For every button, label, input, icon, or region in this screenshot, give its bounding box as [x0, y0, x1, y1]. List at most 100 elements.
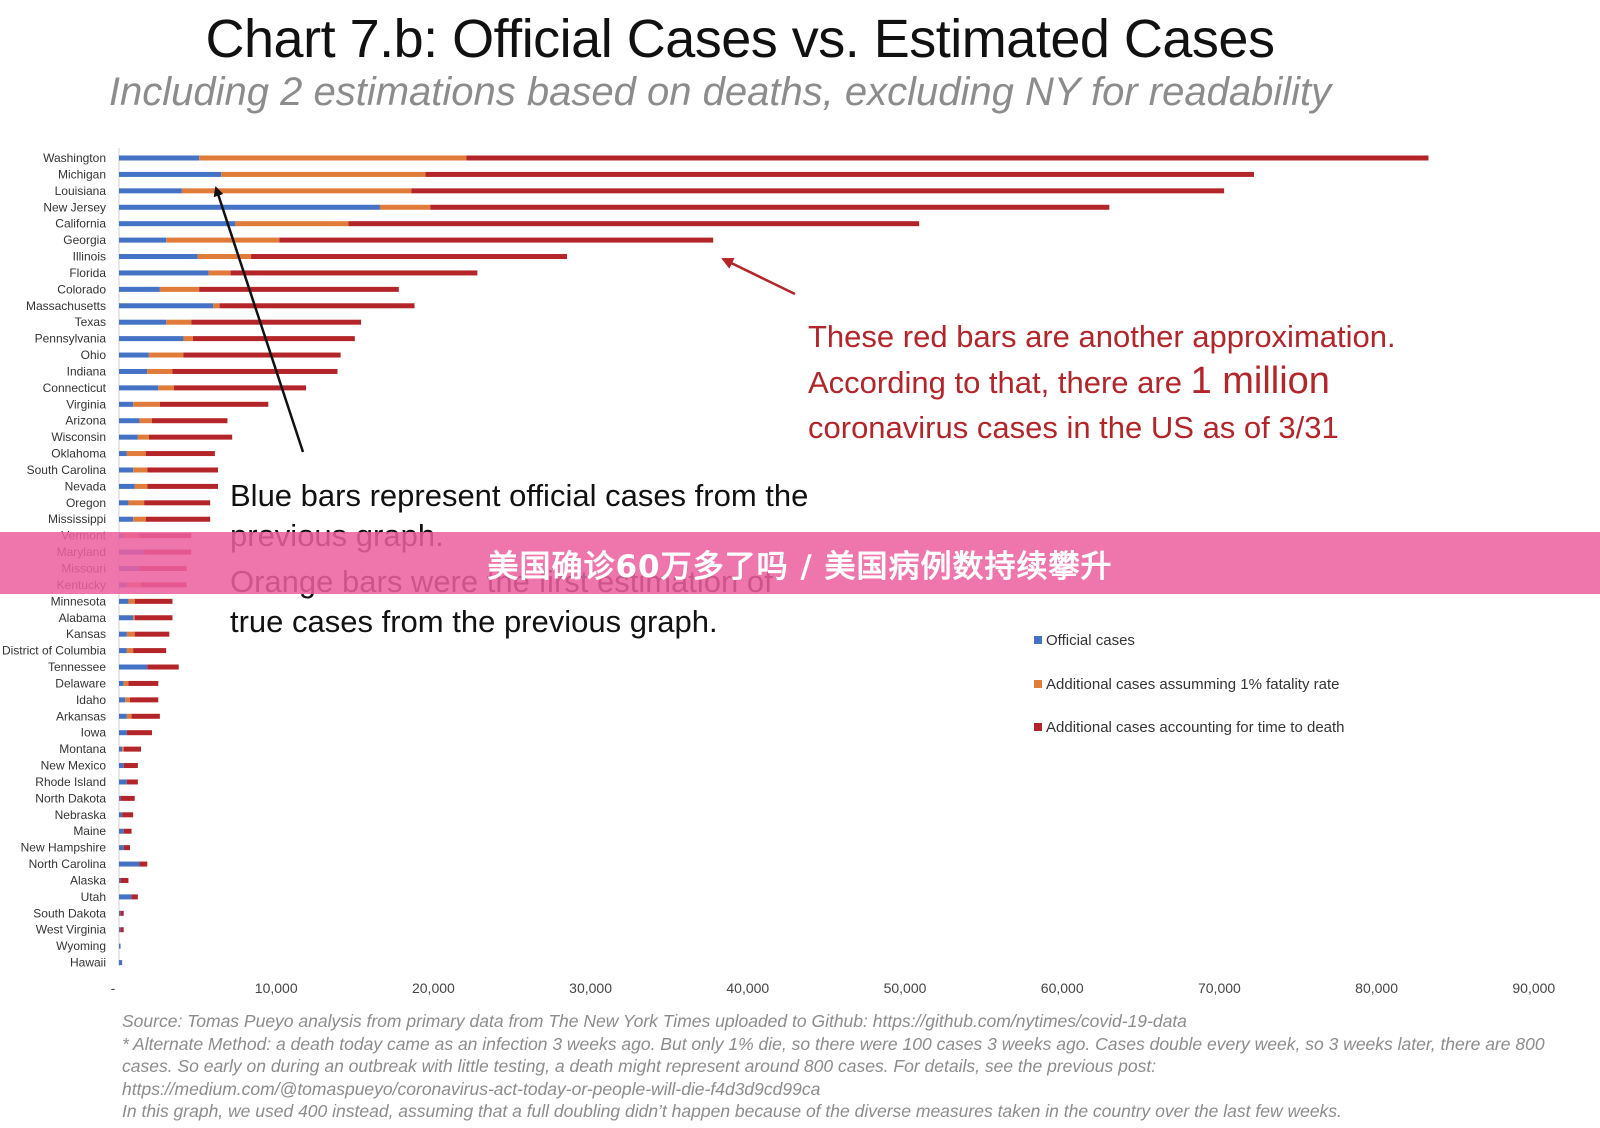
legend-swatch: [1034, 723, 1042, 731]
category-label-rhode-island: Rhode Island: [35, 775, 106, 789]
bar-south-dakota-time-to-death: [120, 910, 124, 916]
category-label-florida: Florida: [69, 266, 106, 280]
bar-pennsylvania-official: [119, 336, 184, 342]
x-tick-label: 50,000: [884, 980, 927, 996]
bar-louisiana-official: [119, 188, 182, 194]
x-tick-label: 10,000: [255, 980, 298, 996]
bar-idaho-assumed: [125, 697, 131, 703]
bar-california-official: [119, 221, 236, 227]
bar-wyoming-official: [119, 943, 121, 949]
legend-swatch: [1034, 636, 1042, 644]
category-label-louisiana: Louisiana: [55, 184, 107, 198]
bar-oklahoma-assumed: [126, 451, 146, 457]
bar-california-time-to-death: [348, 221, 920, 227]
source-note: Source: Tomas Pueyo analysis from primar…: [122, 1011, 1187, 1031]
bar-new-jersey-assumed: [379, 204, 431, 210]
bar-kansas-official: [119, 631, 127, 637]
bar-massachusetts-official: [119, 303, 214, 309]
bar-connecticut-assumed: [158, 385, 175, 391]
bar-louisiana-assumed: [181, 188, 412, 194]
red-annotation-line2-text: According to that, there are: [808, 365, 1191, 400]
bar-iowa-time-to-death: [126, 730, 153, 736]
bar-alabama-assumed: [133, 615, 135, 621]
bar-florida-official: [119, 270, 209, 276]
bar-west-virginia-time-to-death: [120, 927, 124, 933]
category-label-michigan: Michigan: [58, 167, 106, 181]
bar-north-carolina-time-to-death: [139, 861, 148, 867]
bar-oregon-assumed: [128, 500, 145, 506]
bar-colorado-assumed: [159, 286, 200, 292]
category-label-south-dakota: South Dakota: [33, 906, 106, 920]
bar-maine-time-to-death: [123, 828, 132, 834]
bar-north-dakota-official: [119, 795, 121, 801]
red-annotation-line3: coronavirus cases in the US as of 3/31: [808, 410, 1339, 445]
bar-new-mexico-time-to-death: [123, 763, 138, 769]
bar-michigan-time-to-death: [425, 171, 1254, 177]
category-label-new-jersey: New Jersey: [43, 200, 106, 214]
bar-indiana-official: [119, 368, 148, 374]
bar-arkansas-assumed: [126, 713, 132, 719]
category-label-hawaii: Hawaii: [70, 956, 106, 970]
category-label-oklahoma: Oklahoma: [51, 447, 106, 461]
bar-washington-assumed: [199, 155, 467, 161]
bar-wisconsin-assumed: [137, 434, 149, 440]
bar-california-assumed: [235, 221, 349, 227]
legend-entry: Official cases: [1046, 632, 1135, 649]
category-label-connecticut: Connecticut: [43, 381, 107, 395]
bar-mississippi-assumed: [133, 516, 146, 522]
x-tick-label: 60,000: [1041, 980, 1084, 996]
bar-indiana-time-to-death: [172, 368, 338, 374]
bar-new-hampshire-time-to-death: [123, 845, 131, 851]
bar-new-jersey-official: [119, 204, 380, 210]
x-tick-label: 30,000: [569, 980, 612, 996]
bar-montana-official: [119, 746, 123, 752]
bar-new-mexico-official: [119, 763, 124, 769]
overlay-banner: 美国确诊60万多了吗 / 美国病例数持续攀升: [0, 532, 1600, 594]
bar-alabama-official: [119, 615, 134, 621]
category-label-north-dakota: North Dakota: [35, 791, 106, 805]
bar-rhode-island-official: [119, 779, 127, 785]
bar-north-carolina-official: [119, 861, 140, 867]
bar-minnesota-time-to-death: [134, 598, 173, 604]
bar-district-of-columbia-assumed: [126, 648, 134, 654]
bar-utah-time-to-death: [131, 894, 138, 900]
bar-maine-official: [119, 828, 124, 834]
red-annotation-highlight: 1 million: [1190, 360, 1330, 402]
bar-arizona-assumed: [139, 418, 153, 424]
bar-indiana-assumed: [147, 368, 173, 374]
reference-link: https://medium.com/@tomaspueyo/coronavir…: [122, 1078, 821, 1099]
x-tick-label: 20,000: [412, 980, 455, 996]
bar-illinois-official: [119, 254, 198, 260]
category-label-indiana: Indiana: [67, 364, 107, 378]
bar-iowa-official: [119, 730, 127, 736]
bar-minnesota-official: [119, 598, 129, 604]
bar-ohio-assumed: [148, 352, 184, 358]
bar-texas-assumed: [166, 319, 192, 325]
bar-florida-assumed: [208, 270, 231, 276]
category-label-washington: Washington: [43, 151, 106, 165]
category-label-oregon: Oregon: [66, 496, 106, 510]
category-label-district-of-columbia: District of Columbia: [2, 644, 106, 658]
bar-alabama-time-to-death: [134, 615, 173, 621]
category-label-georgia: Georgia: [63, 233, 106, 247]
bar-massachusetts-time-to-death: [219, 303, 415, 309]
bar-wisconsin-official: [119, 434, 138, 440]
footnotes: Source: Tomas Pueyo analysis from primar…: [122, 1010, 1582, 1123]
bar-minnesota-assumed: [128, 598, 135, 604]
category-label-north-carolina: North Carolina: [29, 857, 107, 871]
adjustment-note: In this graph, we used 400 instead, assu…: [122, 1101, 1342, 1121]
category-label-new-mexico: New Mexico: [41, 759, 107, 773]
bar-virginia-assumed: [133, 401, 160, 407]
bar-tennessee-official: [119, 664, 148, 670]
bar-michigan-assumed: [221, 171, 426, 177]
category-label-tennessee: Tennessee: [48, 660, 106, 674]
category-label-ohio: Ohio: [81, 348, 107, 362]
bar-louisiana-time-to-death: [411, 188, 1225, 194]
category-label-maine: Maine: [73, 824, 106, 838]
bar-massachusetts-assumed: [213, 303, 220, 309]
black-arrow: [213, 186, 305, 453]
chart-subtitle: Including 2 estimations based on deaths,…: [108, 70, 1332, 114]
x-tick-labels-layer: - 10,000 20,000 30,000 40,000 50,000 60,000 70,…: [111, 980, 1556, 996]
category-label-illinois: Illinois: [73, 250, 106, 264]
bar-rhode-island-time-to-death: [126, 779, 138, 785]
